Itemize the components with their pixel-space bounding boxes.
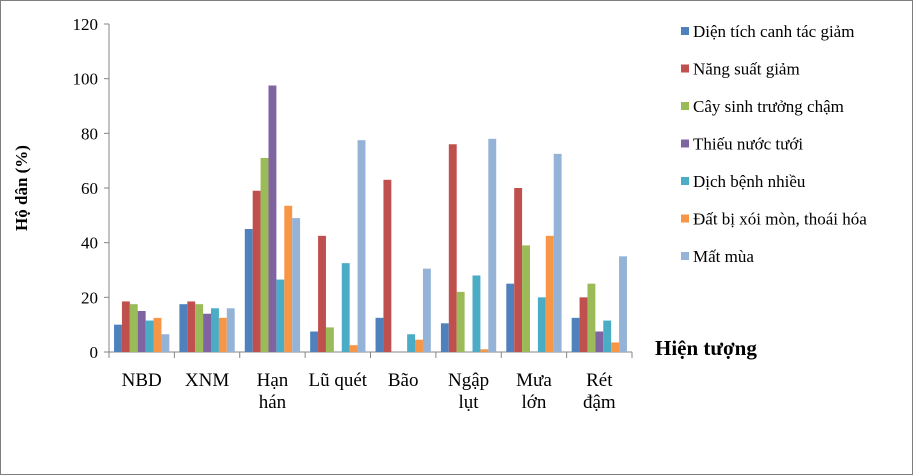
bar (153, 317, 162, 352)
bar (244, 229, 253, 352)
legend-label: Dịch bệnh nhiều (693, 172, 806, 191)
bar (448, 144, 457, 352)
bar (218, 317, 227, 352)
bar (203, 313, 212, 352)
x-axis-title: Hiện tượng (655, 336, 757, 360)
bar (553, 153, 562, 352)
bar (310, 331, 319, 352)
y-tick-label: 40 (81, 234, 98, 253)
bar (506, 283, 515, 352)
bar (325, 327, 334, 352)
bar (145, 320, 154, 352)
legend-swatch (681, 64, 689, 73)
legend-swatch (681, 252, 689, 260)
bar (595, 331, 604, 352)
bar (522, 245, 530, 352)
bar (472, 275, 481, 352)
bar (488, 138, 497, 352)
bar (341, 263, 350, 352)
legend-label: Cây sinh trưởng chậm (693, 97, 844, 116)
bar (252, 190, 261, 352)
bar (260, 157, 269, 352)
x-tick-label: Mưa lớn (516, 370, 552, 413)
bar (619, 256, 627, 352)
bar (276, 279, 285, 352)
bar (318, 235, 326, 352)
bar (611, 342, 620, 352)
legend-swatch (681, 102, 689, 110)
bar (603, 320, 612, 352)
bar (195, 304, 204, 352)
x-tick-label: NBD (122, 370, 162, 391)
y-tick-label: 0 (90, 343, 99, 362)
x-tick-label: Ngập lụt (448, 370, 489, 413)
bar (268, 85, 277, 352)
bar (579, 297, 588, 352)
bar (121, 301, 130, 352)
bar (226, 308, 235, 352)
legend-label: Đất bị xói mòn, thoái hóa (693, 210, 867, 229)
bar (375, 317, 384, 352)
y-tick-label: 120 (73, 15, 99, 34)
bar (129, 304, 138, 352)
legend-swatch (681, 27, 689, 35)
bar (537, 297, 546, 352)
bar (587, 283, 596, 352)
legend-label: Diện tích canh tác giảm (693, 22, 854, 41)
y-tick-label: 80 (81, 124, 98, 143)
bar (415, 339, 423, 352)
bar (422, 268, 431, 352)
x-tick-label: Bão (388, 370, 419, 391)
bar (187, 301, 196, 352)
legend-label: Thiếu nước tưới (693, 135, 803, 154)
bar (161, 334, 170, 352)
bar (284, 205, 293, 352)
bar (349, 345, 358, 352)
bar (292, 218, 301, 352)
y-tick-label: 20 (81, 288, 98, 307)
legend-swatch (681, 177, 689, 185)
bar (137, 311, 146, 352)
x-tick-label: XNM (185, 370, 229, 391)
bar (514, 188, 523, 352)
bar (211, 308, 219, 352)
bar (571, 317, 580, 352)
bar (383, 179, 392, 352)
legend-label: Mất mùa (693, 247, 754, 266)
bar (357, 140, 366, 352)
x-tick-label: Hạn hán (257, 370, 289, 413)
x-tick-label: Lũ quét (309, 370, 368, 391)
y-axis-label-anchor: Hộ dân (%) (12, 145, 31, 231)
legend-label: Năng suất giảm (693, 60, 800, 79)
y-axis-label: Hộ dân (%) (12, 145, 31, 231)
x-tick-label: Rét đậm (583, 370, 616, 413)
bar (114, 324, 122, 352)
bar (480, 349, 489, 352)
legend-swatch (681, 214, 689, 223)
y-tick-label: 100 (73, 70, 99, 89)
bar (407, 334, 416, 352)
bar (179, 304, 188, 352)
legend-swatch (681, 139, 689, 148)
bar (440, 323, 449, 352)
bar (545, 235, 554, 352)
y-tick-label: 60 (81, 179, 98, 198)
bar (456, 291, 465, 352)
